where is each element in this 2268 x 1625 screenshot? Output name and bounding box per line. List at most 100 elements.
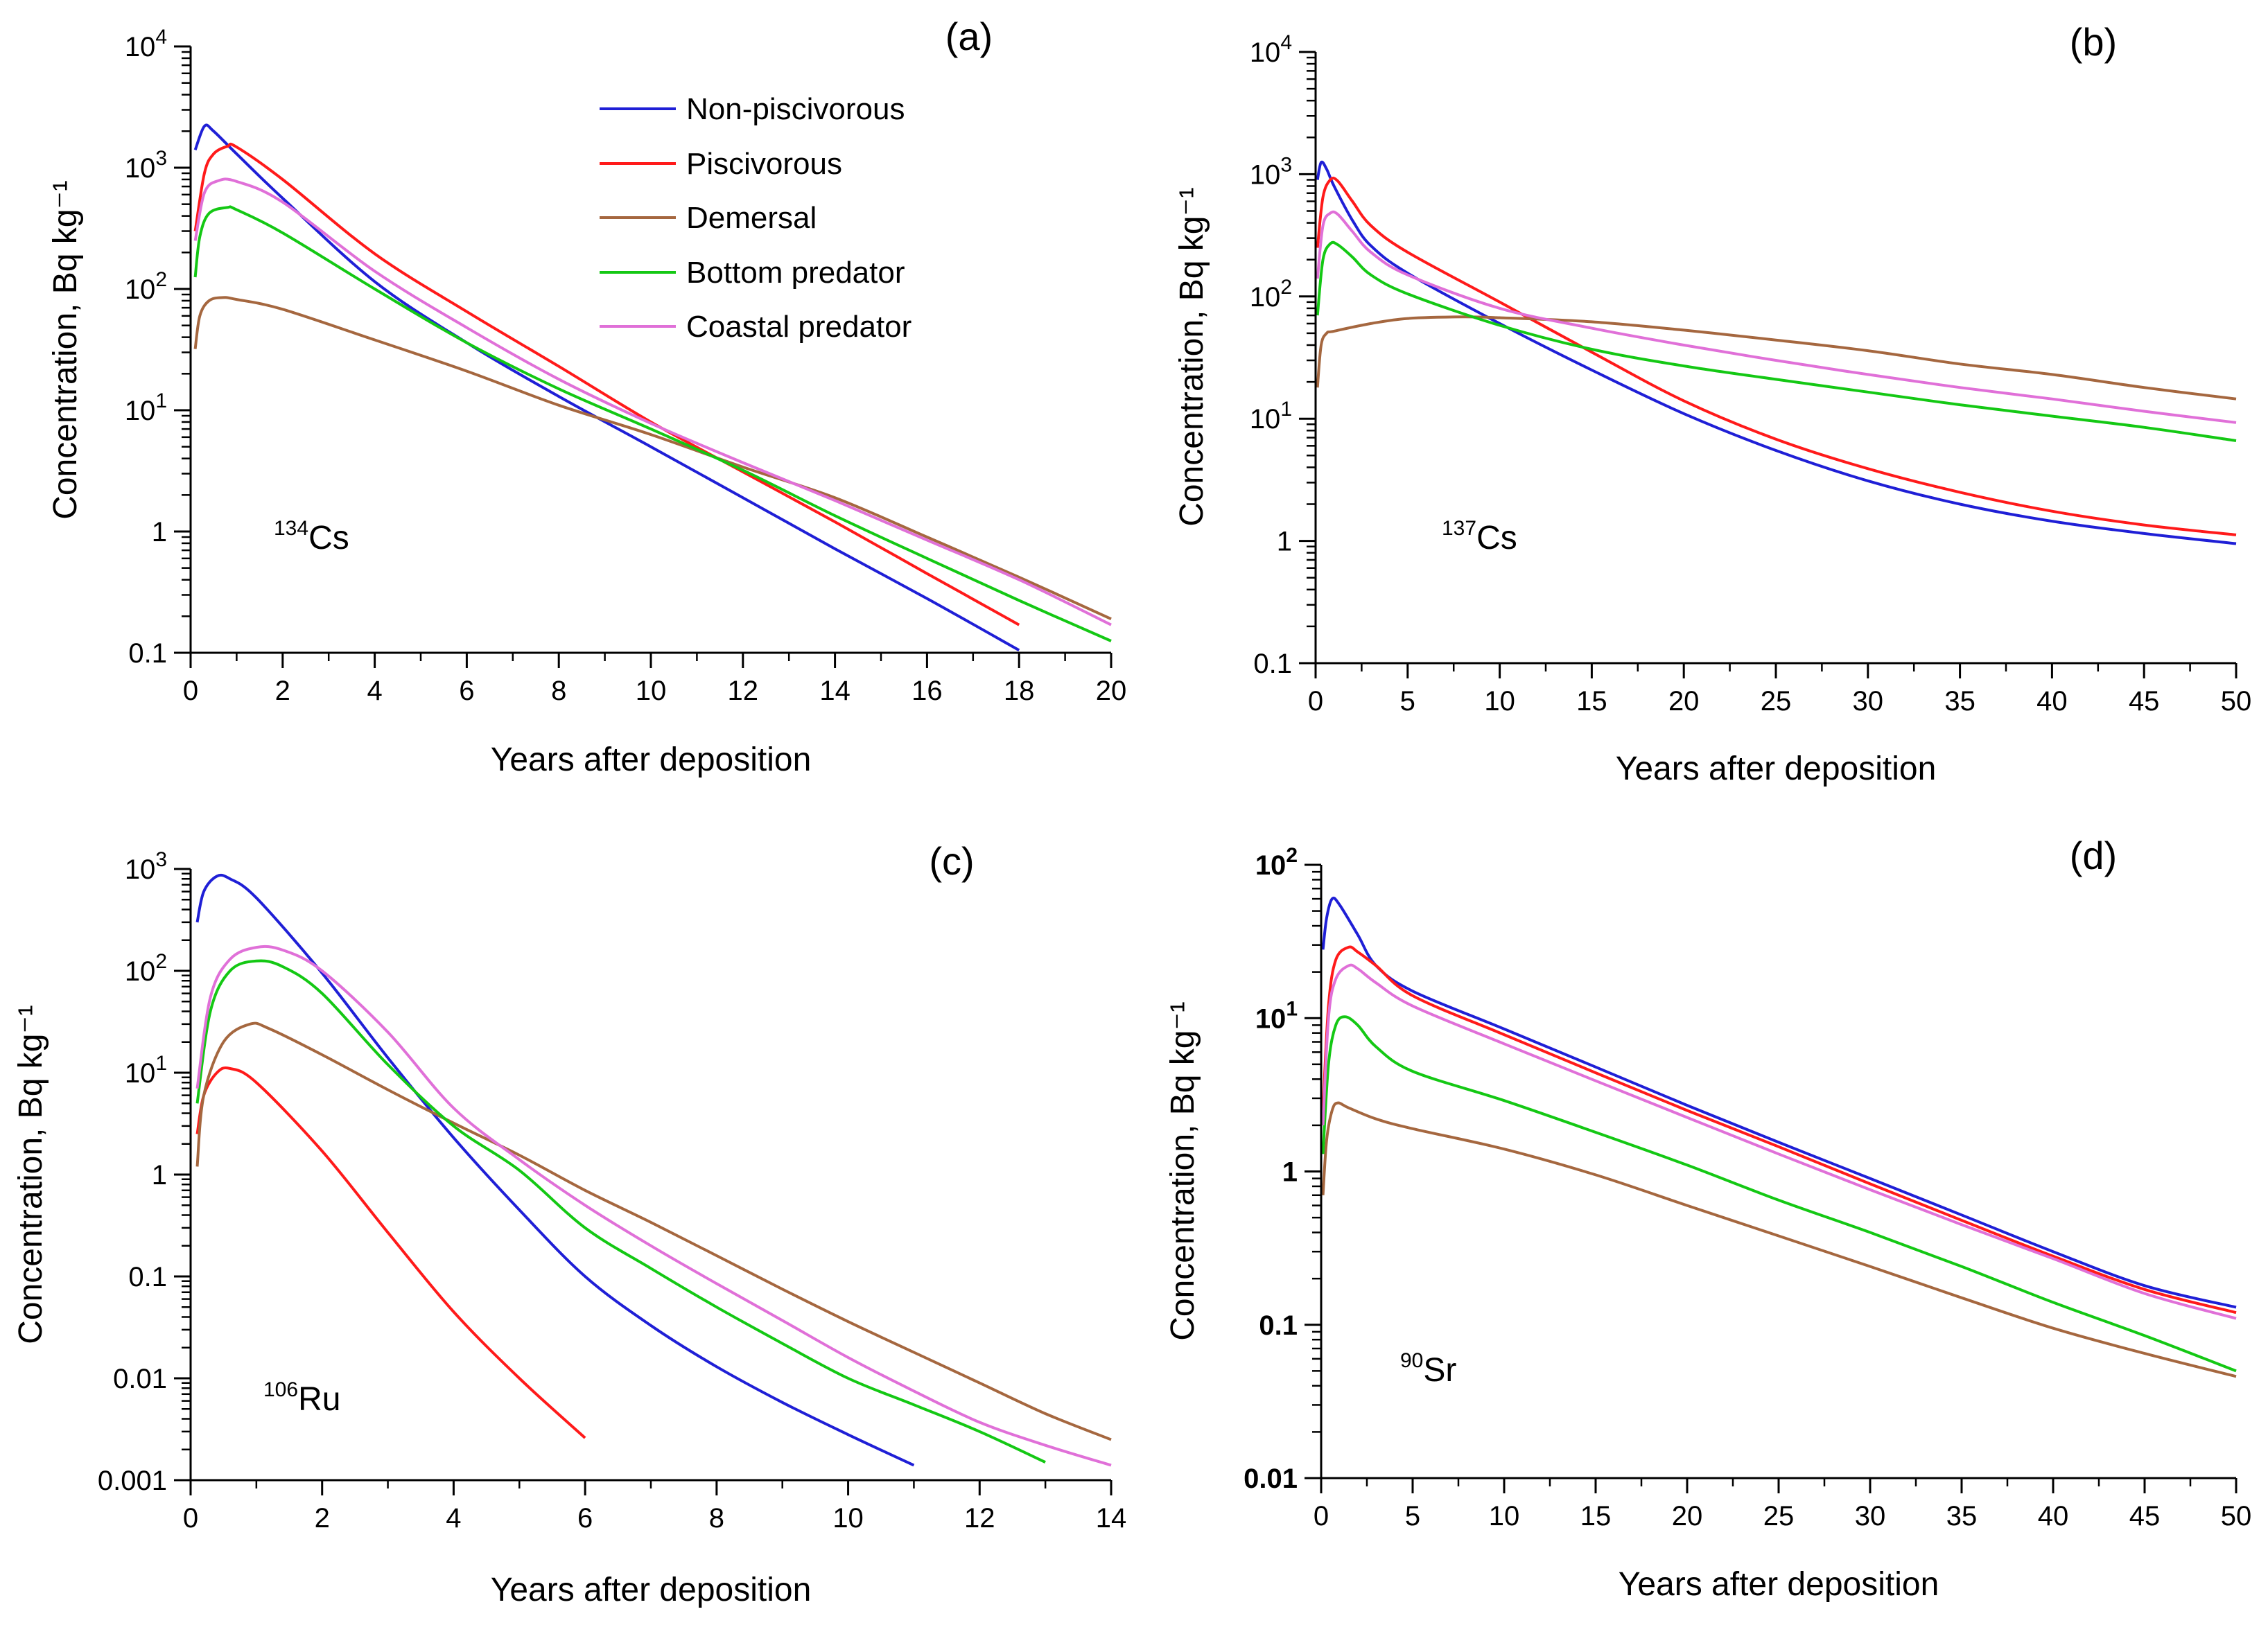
panel-a-x-tick-label: 0 — [183, 676, 198, 706]
panel-a-label: (a) — [945, 15, 993, 58]
panel-d-nuclide-symbol: Sr — [1423, 1352, 1456, 1389]
panel-a-nuclide-mass: 134 — [274, 517, 308, 540]
panel-a-x-tick-label: 18 — [1004, 676, 1035, 706]
panel-d-x-tick-label: 45 — [2129, 1501, 2161, 1531]
panel-c-y-tick-label: 0.001 — [98, 1466, 167, 1496]
panel-d-plot-area — [1321, 896, 2237, 1378]
panel-a-series-non-piscivorous — [193, 123, 1020, 652]
panel-a: 0 2 4 6 8 10 12 14 16 18 20 104 103 102 101 1 0.1 (a) 13… — [47, 15, 1126, 778]
panel-c-x-tick-label: 0 — [183, 1503, 198, 1534]
legend: Non-piscivorous Piscivorous Demersal Bot… — [600, 92, 911, 344]
panel-c-y-tick-label: 0.1 — [128, 1262, 167, 1292]
panel-d-x-tick-label: 25 — [1763, 1501, 1795, 1531]
panel-c-series-non-piscivorous — [195, 873, 915, 1467]
panel-d-x-tick-label: 30 — [1855, 1501, 1886, 1531]
legend-label-piscivorous: Piscivorous — [686, 147, 842, 181]
panel-a-x-tick-label: 2 — [275, 676, 290, 706]
panel-b-x-tick-label: 50 — [2221, 686, 2252, 717]
panel-b-x-tick-label: 20 — [1668, 686, 1700, 717]
panel-d-y-label: Concentration, Bq kg⁻¹ — [1164, 1001, 1201, 1341]
panel-d-nuclide-mass: 90 — [1400, 1349, 1423, 1372]
panel-c-series-piscivorous — [195, 1066, 586, 1439]
panel-a-x-label: Years after deposition — [491, 741, 812, 778]
panel-c-y-label: Concentration, Bq kg⁻¹ — [12, 1005, 49, 1344]
panel-b-x-tick-label: 15 — [1576, 686, 1607, 717]
panel-a-y-tick-label: 102 — [125, 268, 167, 305]
panel-c-nuclide-mass: 106 — [263, 1378, 298, 1401]
panel-d-series-bottom-predator — [1321, 1015, 2237, 1373]
panel-b-x-tick-label: 45 — [2129, 686, 2160, 717]
panel-c-y-tick-label: 0.01 — [113, 1364, 167, 1394]
panel-d-y-tick-label: 0.01 — [1244, 1464, 1298, 1494]
panel-a-tick-labels: 0 2 4 6 8 10 12 14 16 18 20 104 103 102 101 1 0.1 — [125, 26, 1126, 706]
panel-d-x-tick-label: 50 — [2221, 1501, 2252, 1531]
panel-d-x-tick-label: 15 — [1580, 1501, 1612, 1531]
panel-a-x-tick-label: 16 — [911, 676, 943, 706]
panel-d-x-tick-label: 20 — [1672, 1501, 1703, 1531]
panel-c-y-tick-label: 1 — [152, 1160, 167, 1191]
panel-b-y-tick-label: 103 — [1250, 153, 1292, 190]
panel-b-series-bottom-predator — [1316, 240, 2237, 442]
panel-b-y-label: Concentration, Bq kg⁻¹ — [1174, 187, 1210, 527]
panel-a-nuclide: 134Cs — [274, 517, 349, 556]
panel-d-tick-labels: 0 5 10 15 20 25 30 35 40 45 50 102 101 1 0.1 0.01 — [1244, 844, 2251, 1531]
panel-c-series-coastal-predator — [195, 945, 1112, 1467]
panel-a-nuclide-symbol: Cs — [308, 520, 349, 556]
panel-d-series-demersal — [1321, 1101, 2237, 1378]
panel-a-x-tick-label: 14 — [819, 676, 850, 706]
panel-a-y-tick-label: 1 — [152, 517, 167, 547]
panel-c-tick-labels: 0 2 4 6 8 10 12 14 103 102 101 1 0.1 0.01 0.001 — [98, 848, 1126, 1534]
panel-b-x-tick-label: 35 — [1944, 686, 1975, 717]
panel-c-x-tick-label: 4 — [446, 1503, 461, 1534]
panel-c-series-bottom-predator — [195, 959, 1046, 1464]
panel-b-y-tick-label: 102 — [1250, 276, 1292, 313]
panel-b-tick-labels: 0 5 10 15 20 25 30 35 40 45 50 104 103 102 101 1 0.1 — [1250, 31, 2251, 717]
panel-a-x-tick-label: 6 — [459, 676, 474, 706]
panel-a-x-tick-label: 4 — [367, 676, 382, 706]
panel-d-x-tick-label: 40 — [2038, 1501, 2069, 1531]
panel-b-nuclide: 137Cs — [1442, 517, 1517, 556]
panel-a-ticks — [174, 45, 1113, 668]
panel-c-nuclide-symbol: Ru — [298, 1381, 340, 1418]
panel-a-series-demersal — [193, 296, 1112, 621]
legend-label-demersal: Demersal — [686, 201, 817, 235]
panel-c-x-tick-label: 2 — [315, 1503, 330, 1534]
panel-c-nuclide: 106Ru — [263, 1378, 340, 1418]
panel-b-x-tick-label: 0 — [1308, 686, 1323, 717]
legend-label-bottom-predator: Bottom predator — [686, 256, 905, 290]
panel-b: 0 5 10 15 20 25 30 35 40 45 50 104 103 102 101 1 0.1 (b)… — [1174, 20, 2251, 787]
panel-d-series-coastal-predator — [1321, 963, 2237, 1320]
panel-b-y-tick-label: 0.1 — [1253, 649, 1292, 679]
panel-b-label: (b) — [2070, 20, 2117, 64]
panel-d-nuclide: 90Sr — [1400, 1349, 1456, 1389]
panel-a-y-tick-label: 101 — [125, 389, 167, 426]
panel-d-series-piscivorous — [1321, 945, 2237, 1315]
panel-a-x-tick-label: 20 — [1096, 676, 1127, 706]
panel-b-y-tick-label: 104 — [1250, 31, 1292, 68]
panel-b-y-tick-label: 1 — [1277, 527, 1292, 557]
panel-d-x-tick-label: 0 — [1314, 1501, 1329, 1531]
panel-b-ticks — [1299, 51, 2238, 678]
panel-c-series-demersal — [195, 1021, 1112, 1441]
panel-b-x-tick-label: 25 — [1761, 686, 1792, 717]
panel-c-y-tick-label: 103 — [125, 848, 167, 885]
panel-b-x-tick-label: 5 — [1400, 686, 1415, 717]
panel-c-y-tick-label: 102 — [125, 950, 167, 987]
panel-a-y-tick-label: 103 — [125, 147, 167, 184]
panel-a-x-tick-label: 10 — [636, 676, 667, 706]
panel-b-y-tick-label: 101 — [1250, 398, 1292, 434]
panel-d-label: (d) — [2070, 834, 2117, 877]
panel-b-nuclide-mass: 137 — [1442, 517, 1476, 540]
panel-c-x-tick-label: 6 — [577, 1503, 593, 1534]
panel-a-x-tick-label: 12 — [728, 676, 759, 706]
panel-a-y-label: Concentration, Bq kg⁻¹ — [47, 180, 84, 520]
panel-a-series-coastal-predator — [193, 177, 1112, 626]
panel-c-x-tick-label: 10 — [832, 1503, 864, 1534]
panel-b-x-tick-label: 30 — [1853, 686, 1884, 717]
panel-a-series-bottom-predator — [193, 205, 1112, 642]
panel-b-nuclide-symbol: Cs — [1476, 520, 1517, 556]
panel-d-y-tick-label: 102 — [1255, 844, 1298, 881]
panel-d-ticks — [1305, 863, 2238, 1493]
panel-a-series-piscivorous — [193, 142, 1020, 626]
panel-b-x-tick-label: 40 — [2036, 686, 2068, 717]
